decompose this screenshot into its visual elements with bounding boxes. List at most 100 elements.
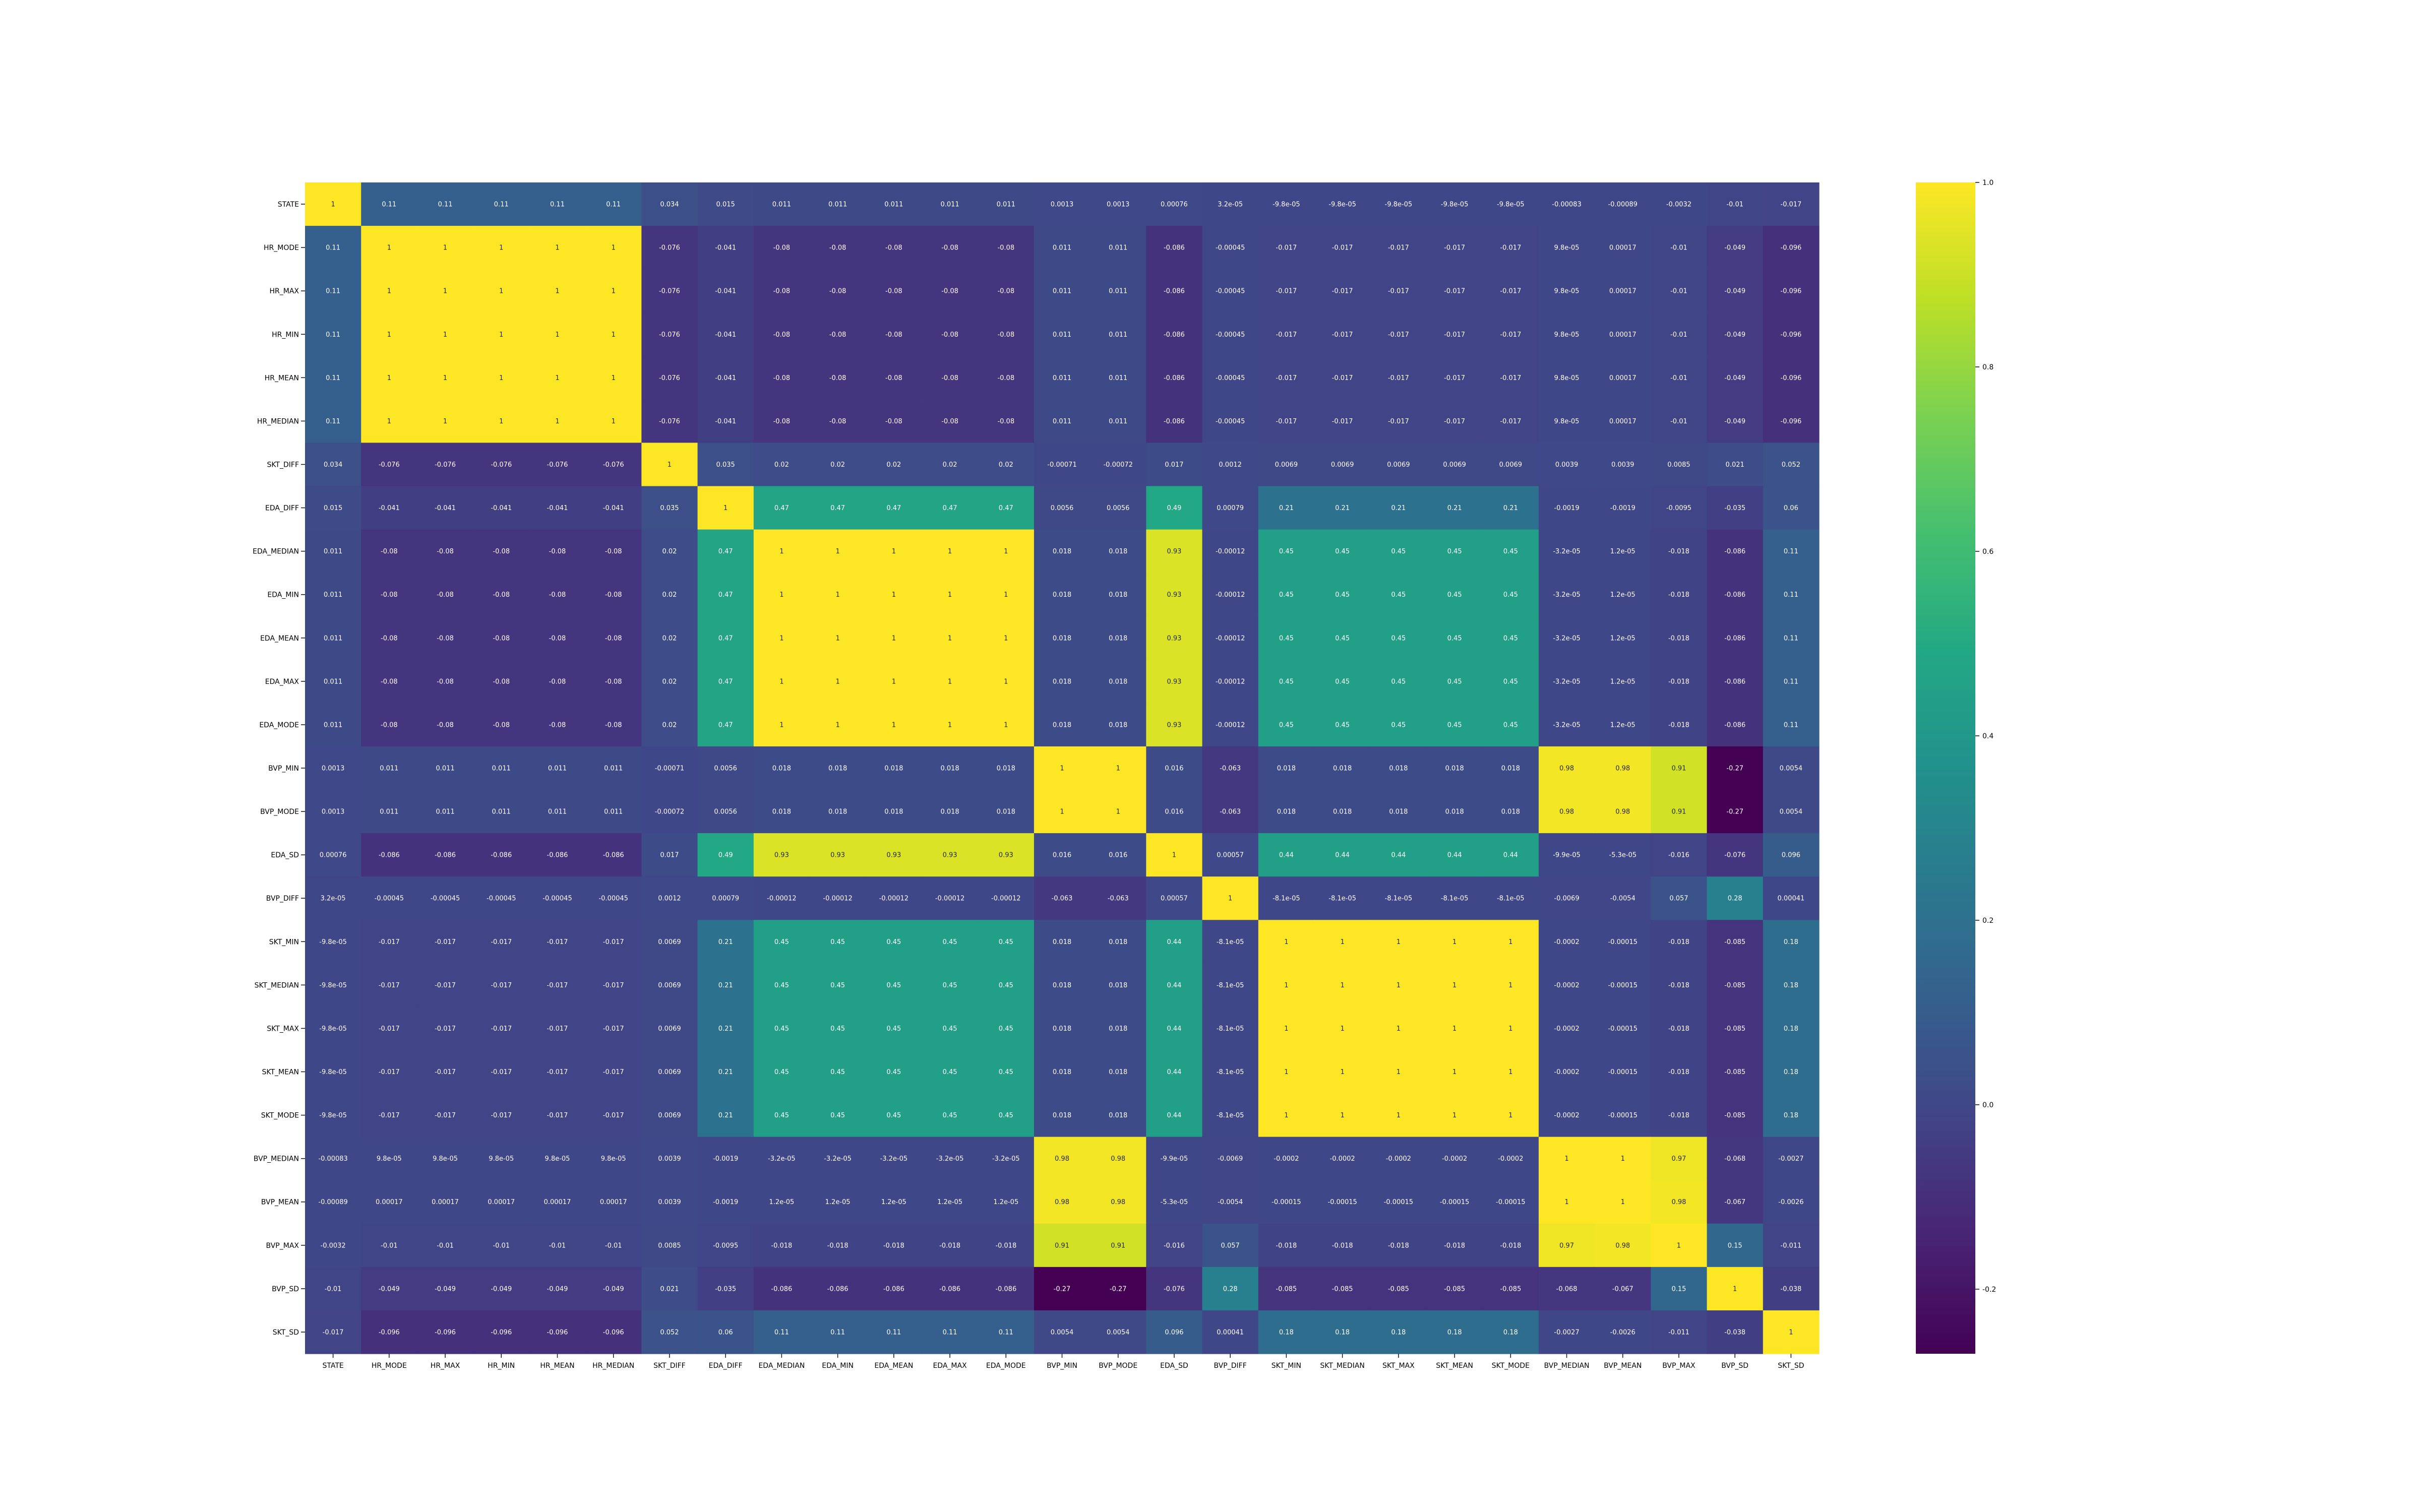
heatmap-cell [417, 833, 474, 877]
heatmap-cell [810, 226, 866, 270]
heatmap-cell [473, 399, 530, 444]
cell-value-label: 0.11 [326, 244, 340, 252]
heatmap-cell [1651, 833, 1708, 877]
cell-value-label: -0.063 [1052, 895, 1073, 903]
heatmap-cell [1090, 399, 1146, 444]
heatmap-cell [1538, 1310, 1595, 1354]
cell-value-label: -0.076 [603, 461, 624, 469]
cell-value-label: -0.08 [381, 548, 398, 555]
heatmap-cell [1314, 356, 1371, 400]
cell-value-label: -0.011 [1780, 1242, 1801, 1249]
heatmap-cell [1763, 269, 1820, 313]
heatmap-cell [1482, 833, 1539, 877]
cell-value-label: 0.018 [1109, 635, 1127, 642]
heatmap-cell [1426, 182, 1483, 226]
heatmap-cell [641, 876, 698, 920]
heatmap-cell [305, 963, 361, 1007]
cell-value-label: -0.049 [1724, 374, 1745, 382]
heatmap-cell [922, 1006, 979, 1051]
heatmap-cell [361, 1006, 418, 1051]
heatmap-cell [1370, 1006, 1427, 1051]
heatmap-cell [1482, 269, 1539, 313]
heatmap-cell [697, 1180, 754, 1224]
heatmap-cell [1370, 269, 1427, 313]
heatmap-cell [641, 182, 698, 226]
cell-value-label: 0.21 [1447, 505, 1462, 512]
cell-value-label: -0.096 [547, 1329, 568, 1336]
heatmap-cell [1707, 703, 1764, 747]
heatmap-cell [1763, 312, 1820, 356]
heatmap-cell [585, 1093, 642, 1138]
heatmap-cell [1595, 703, 1651, 747]
cell-value-label: 9.8e-05 [377, 1155, 402, 1163]
cell-value-label: -3.2e-05 [824, 1155, 852, 1163]
cell-value-label: 0.018 [828, 765, 847, 773]
cell-value-label: 0.0039 [658, 1155, 681, 1163]
heatmap-cell [1482, 876, 1539, 920]
heatmap-cell [1426, 963, 1483, 1007]
cell-value-label: -0.086 [1164, 244, 1185, 252]
heatmap-cell [1370, 790, 1427, 834]
heatmap-cell [1538, 573, 1595, 617]
cell-value-label: -0.01 [1670, 331, 1687, 339]
cell-value-label: -0.00045 [1216, 418, 1245, 425]
heatmap-cell [1258, 443, 1315, 487]
cell-value-label: 0.47 [718, 591, 733, 599]
cell-value-label: 1 [1508, 1025, 1512, 1033]
cell-value-label: 1 [1340, 938, 1344, 946]
cell-value-label: -0.00045 [1216, 244, 1245, 252]
heatmap-cell [1146, 486, 1203, 530]
heatmap-cell [1314, 1006, 1371, 1051]
heatmap-cell [417, 1267, 474, 1311]
heatmap-cell [1034, 1093, 1091, 1138]
cell-value-label: -0.018 [1668, 548, 1689, 555]
heatmap-cell [1538, 312, 1595, 356]
cell-value-label: 0.011 [1053, 418, 1071, 425]
cell-value-label: -0.00089 [318, 1199, 347, 1206]
cell-value-label: 0.011 [436, 808, 454, 816]
y-tick-label: BVP_MEAN [261, 1199, 299, 1207]
cell-value-label: -0.08 [381, 635, 398, 642]
heatmap-cell [1034, 182, 1091, 226]
cell-value-label: 1 [1172, 852, 1176, 859]
cell-value-label: 0.45 [830, 1025, 845, 1033]
heatmap-cell [1763, 1267, 1820, 1311]
cell-value-label: 0.0012 [1219, 461, 1242, 469]
cell-value-label: 0.011 [940, 201, 959, 209]
heatmap-cell [529, 529, 586, 574]
heatmap-cell [810, 1267, 866, 1311]
heatmap-cell [1034, 1310, 1091, 1354]
cell-value-label: 0.18 [1784, 1025, 1798, 1033]
cell-value-label: 0.02 [662, 548, 677, 555]
cell-value-label: 0.016 [1109, 852, 1127, 859]
heatmap-cell [1034, 790, 1091, 834]
cell-value-label: -0.086 [939, 1285, 960, 1293]
heatmap-cell [1258, 529, 1315, 574]
heatmap-cell [753, 616, 810, 660]
heatmap-cell [978, 182, 1035, 226]
heatmap-cell [922, 790, 979, 834]
cell-value-label: -0.085 [1332, 1285, 1353, 1293]
cell-value-label: 0.011 [1109, 374, 1127, 382]
heatmap-cell [1538, 659, 1595, 704]
cell-value-label: 0.21 [1335, 505, 1350, 512]
cell-value-label: -0.08 [493, 721, 510, 729]
heatmap-cell [473, 659, 530, 704]
cell-value-label: -0.041 [715, 418, 736, 425]
heatmap-cell [978, 1223, 1035, 1268]
cell-value-label: 0.02 [886, 461, 901, 469]
cell-value-label: 1 [892, 635, 896, 642]
heatmap-cell [1202, 963, 1259, 1007]
heatmap-cell [529, 1223, 586, 1268]
heatmap-cell [1651, 1223, 1708, 1268]
cell-value-label: 0.0069 [1499, 461, 1523, 469]
heatmap-cell [529, 1006, 586, 1051]
cell-value-label: 0.91 [1111, 1242, 1125, 1249]
colorbar-tick-label: 0.2 [1982, 917, 1993, 925]
heatmap-cell [1370, 1267, 1427, 1311]
heatmap-cell [1707, 1310, 1764, 1354]
cell-value-label: 0.44 [1447, 852, 1462, 859]
colorbar-tick-label: 1.0 [1982, 179, 1993, 187]
heatmap-cell [753, 703, 810, 747]
heatmap-cell [1482, 312, 1539, 356]
